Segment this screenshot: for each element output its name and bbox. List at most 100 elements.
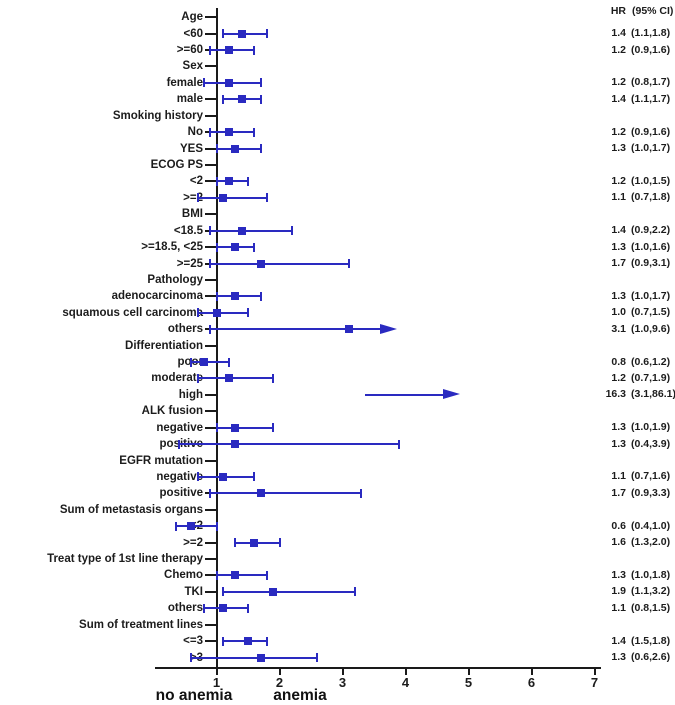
forest-row-label: female — [166, 76, 203, 89]
ci-line — [191, 656, 318, 659]
ci-cap-right — [265, 29, 268, 39]
ci-cap-right — [247, 603, 249, 613]
ci-cap-left — [215, 144, 218, 154]
row-tick — [204, 508, 217, 511]
ci-cap-left — [221, 587, 224, 597]
ci-cap-right — [265, 636, 268, 646]
forest-row-label: male — [176, 93, 203, 106]
hr-point-marker — [237, 95, 246, 104]
forest-group-label: Differentiation — [125, 339, 203, 352]
forest-row-label: negative — [156, 421, 203, 434]
row-tick — [204, 426, 217, 429]
hr-point-marker — [231, 144, 240, 153]
hr-point-marker — [225, 177, 234, 186]
ci-cap-right — [291, 226, 294, 236]
ci-value: (0.4,1.0) — [631, 519, 671, 532]
forest-group-label: Smoking history — [112, 109, 203, 122]
ci-value: (1.3,2.0) — [631, 536, 671, 549]
forest-row-label: negative — [156, 470, 203, 483]
ci-value: (0.7,1.6) — [631, 470, 671, 483]
row-tick — [204, 541, 217, 544]
row-tick — [204, 344, 217, 347]
hr-value: 1.0 — [611, 306, 626, 319]
hr-value: 1.3 — [611, 651, 626, 664]
ci-value: (0.9,2.2) — [631, 224, 671, 237]
row-tick — [204, 16, 217, 19]
row-tick — [204, 640, 217, 643]
row-tick — [204, 180, 217, 183]
ci-cap-left — [221, 94, 224, 104]
ci-value: (1.0,1.8) — [631, 568, 671, 581]
ci-value: (0.7,1.5) — [631, 306, 671, 319]
ci-line — [197, 377, 274, 380]
forest-group-label: EGFR mutation — [119, 454, 203, 467]
ci-cap-right — [253, 242, 256, 252]
ci-cap-left — [234, 538, 237, 548]
forest-row-label: <=3 — [183, 635, 203, 648]
hr-value: 1.3 — [611, 240, 626, 253]
forest-row-label: >=60 — [176, 44, 203, 57]
x-axis-tick-label: 7 — [590, 675, 599, 690]
hr-point-marker — [237, 226, 246, 235]
ci-cap-right — [265, 570, 268, 580]
forest-row-label: <2 — [189, 175, 203, 188]
hr-point-marker — [218, 604, 227, 613]
ci-value: (0.4,3.9) — [631, 437, 671, 450]
ci-value: (0.7,1.9) — [631, 371, 671, 384]
ci-value: (0.9,1.6) — [631, 125, 671, 138]
hr-value: 16.3 — [605, 388, 626, 401]
hr-value: 1.2 — [611, 76, 626, 89]
ci-cap-right — [354, 587, 357, 597]
ci-value: (0.8,1.5) — [631, 601, 671, 614]
ci-line — [216, 426, 274, 429]
ci-line — [210, 229, 293, 232]
ci-cap-left — [190, 357, 193, 367]
hr-point-marker — [212, 308, 221, 317]
row-tick — [204, 574, 217, 577]
ci-cap-left — [196, 373, 199, 383]
forest-row-label: <60 — [183, 27, 203, 40]
hr-value: 1.1 — [611, 470, 626, 483]
hr-point-marker — [218, 472, 227, 481]
ci-cap-left — [215, 423, 218, 433]
hr-point-marker — [231, 423, 240, 432]
hr-value: 0.6 — [611, 519, 626, 532]
forest-group-label: Sex — [182, 60, 203, 73]
arrowhead-icon — [443, 389, 461, 400]
ci-value: (0.8,1.7) — [631, 76, 671, 89]
hr-value: 1.7 — [611, 486, 626, 499]
forest-row-label: YES — [179, 142, 203, 155]
ci-line — [191, 361, 230, 364]
hr-value: 3.1 — [611, 322, 626, 335]
forest-row-label: >=25 — [176, 257, 203, 270]
forest-row-label: >=2 — [183, 191, 203, 204]
forest-group-label: ECOG PS — [150, 158, 203, 171]
ci-cap-right — [398, 439, 401, 449]
hr-point-marker — [187, 522, 196, 531]
row-tick — [204, 623, 217, 626]
ci-value: (0.9,1.6) — [631, 43, 671, 56]
ci-cap-left — [215, 291, 218, 301]
ci-cap-left — [190, 653, 193, 663]
hr-point-marker — [237, 29, 246, 38]
ci-line — [216, 574, 267, 577]
row-tick — [204, 558, 217, 561]
ci-cap-left — [215, 570, 218, 580]
ci-value: (1.0,1.7) — [631, 289, 671, 302]
ci-cap-right — [215, 521, 218, 531]
ci-cap-left — [209, 226, 212, 236]
row-tick — [204, 278, 217, 281]
ci-line — [210, 328, 387, 331]
ci-cap-right — [259, 291, 262, 301]
ci-cap-right — [259, 78, 262, 88]
x-axis-right-group-label: anemia — [273, 687, 327, 704]
ci-cap-left — [202, 78, 205, 88]
ci-line — [222, 590, 356, 593]
x-axis-tick — [530, 669, 533, 675]
ci-line — [197, 311, 248, 314]
ci-cap-left — [196, 193, 199, 203]
forest-group-label: Age — [181, 11, 203, 24]
forest-row-label: positive — [0, 436, 203, 452]
row-tick — [204, 98, 217, 101]
